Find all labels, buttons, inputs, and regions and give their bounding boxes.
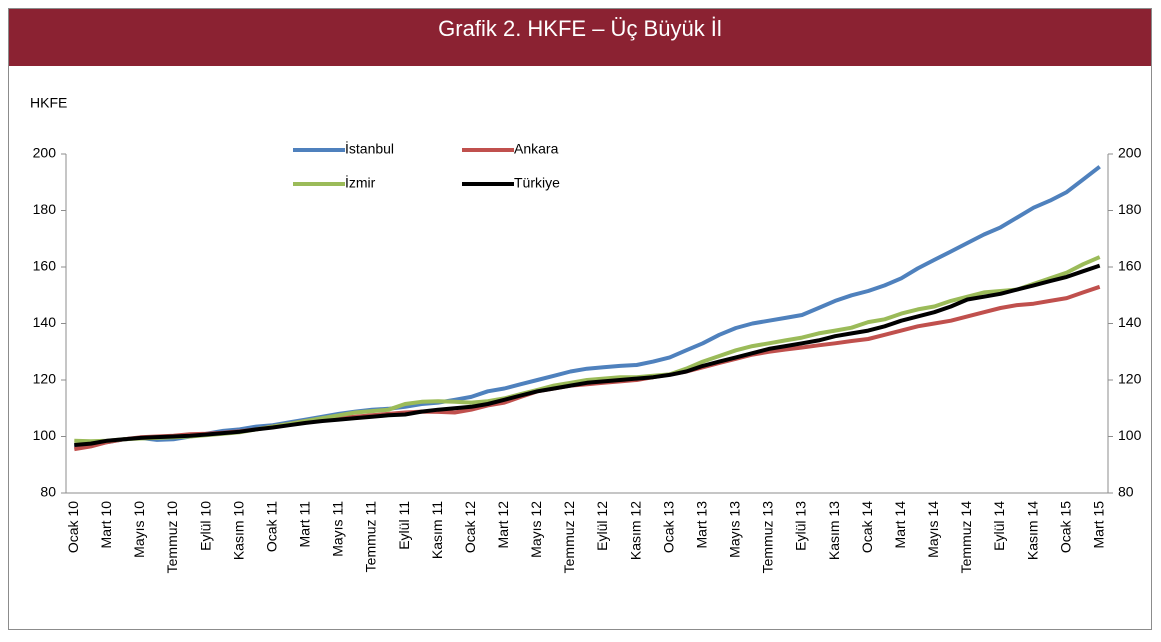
x-tick-label: Temmuz 11 [363,501,379,573]
y2-tick-label: 180 [1118,201,1142,217]
x-tick-label: Eylül 14 [991,501,1007,551]
y2-tick-label: 200 [1118,145,1142,161]
legend-label: Ankara [514,141,559,157]
x-tick-label: Mayıs 14 [925,501,941,558]
x-tick-label: Mayıs 11 [330,501,346,557]
series-line [74,165,1101,449]
legend-label: Türkiye [514,175,560,191]
x-tick-label: Mart 13 [693,501,709,549]
x-tick-label: Eylül 10 [197,501,213,551]
x-tick-label: Temmuz 13 [760,501,776,574]
x-tick-label: Mayıs 12 [528,501,544,558]
y2-tick-label: 100 [1118,427,1142,443]
header-band [9,9,1151,66]
x-tick-label: Mart 10 [98,501,114,549]
x-tick-label: Mart 12 [495,501,511,549]
chart-title: Grafik 2. HKFE – Üç Büyük İl [438,16,722,41]
x-tick-label: Kasım 10 [230,501,246,560]
x-tick-label: Ocak 10 [65,501,81,553]
y2-tick-label: 160 [1118,258,1142,274]
y-tick-label: 200 [33,145,57,161]
y-tick-label: 100 [33,427,57,443]
x-tick-label: Kasım 11 [429,501,445,559]
y-tick-label: 160 [33,258,57,274]
x-tick-label: Mart 15 [1090,501,1106,549]
y-tick-label: 180 [33,201,57,217]
x-tick-label: Kasım 13 [826,501,842,560]
x-tick-label: Ocak 15 [1057,501,1073,553]
y2-tick-label: 120 [1118,371,1142,387]
legend-label: İstanbul [345,140,394,157]
x-tick-label: Temmuz 10 [164,501,180,574]
x-tick-label: Kasım 14 [1024,501,1040,560]
x-tick-label: Temmuz 12 [561,501,577,574]
x-tick-label: Eylül 12 [594,501,610,551]
x-tick-label: Eylül 11 [396,501,412,550]
y-tick-label: 120 [33,371,57,387]
y-axis-label: HKFE [30,95,67,111]
x-tick-label: Mayıs 10 [131,501,147,558]
x-tick-label: Mart 14 [892,501,908,549]
series-line [74,263,1101,447]
x-tick-label: Mayıs 13 [727,501,743,558]
y2-tick-label: 80 [1118,484,1134,500]
y-tick-label: 140 [33,314,57,330]
x-tick-label: Ocak 11 [263,501,279,552]
x-tick-label: Kasım 12 [627,501,643,560]
x-tick-label: Ocak 12 [462,501,478,553]
y-tick-label: 80 [40,484,56,500]
x-tick-label: Ocak 13 [660,501,676,553]
x-tick-label: Ocak 14 [859,501,875,553]
x-tick-label: Eylül 13 [793,501,809,551]
x-tick-label: Mart 11 [297,501,313,548]
y2-tick-label: 140 [1118,314,1142,330]
x-tick-label: Temmuz 14 [958,501,974,574]
legend-label: İzmir [345,174,376,191]
